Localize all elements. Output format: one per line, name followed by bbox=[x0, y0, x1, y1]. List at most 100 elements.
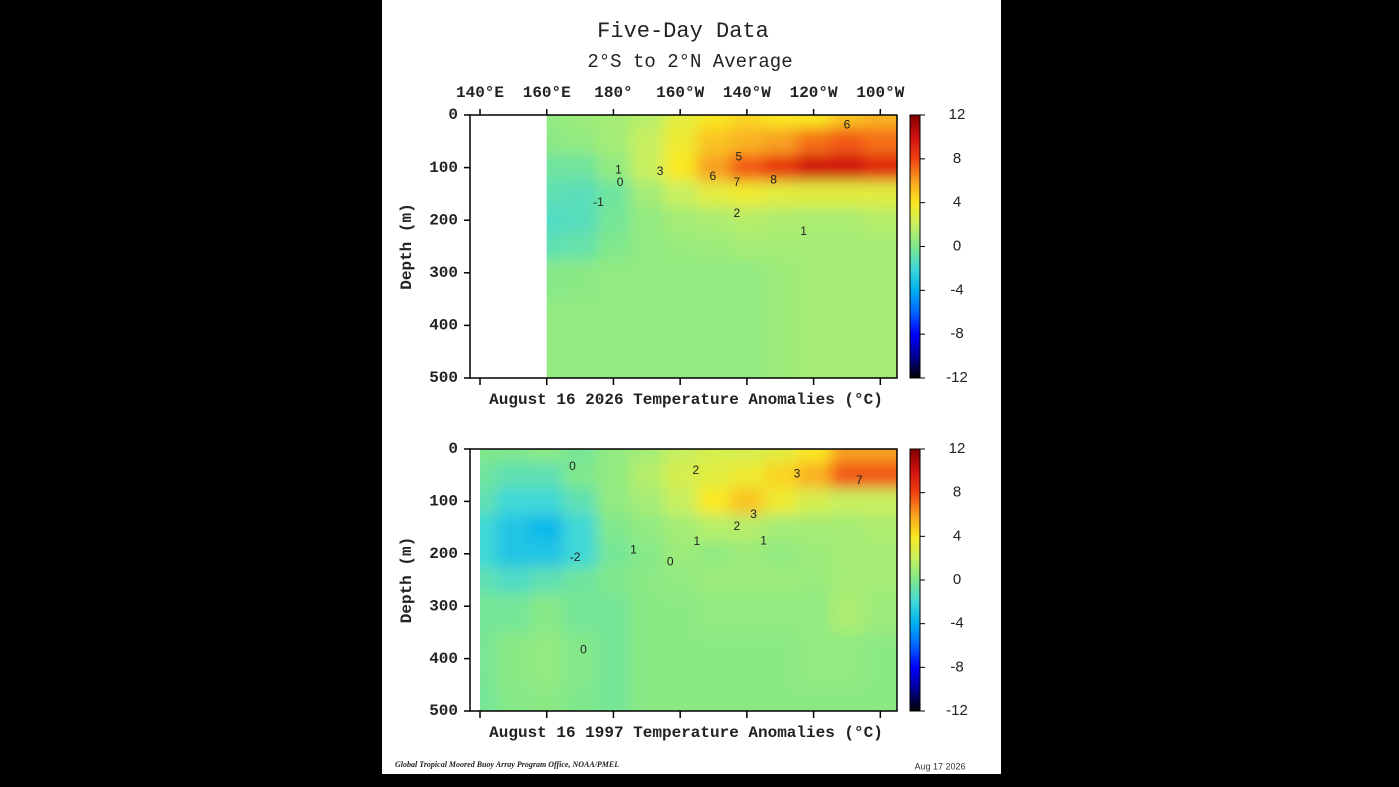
x-tick-label: 180° bbox=[594, 84, 632, 102]
anomaly-cell bbox=[663, 566, 698, 594]
anomaly-cell bbox=[730, 115, 765, 129]
anomaly-cell bbox=[530, 449, 564, 463]
anomaly-cell bbox=[563, 449, 598, 463]
colorbar-tick-label: -12 bbox=[946, 702, 968, 719]
y-axis-label: Depth (m) bbox=[398, 203, 416, 289]
anomaly-cell bbox=[730, 154, 765, 182]
anomaly-cell bbox=[563, 207, 598, 234]
anomaly-cell bbox=[830, 154, 865, 182]
anomaly-cell bbox=[863, 593, 897, 633]
anomaly-cell bbox=[763, 207, 798, 234]
anomaly-cell bbox=[696, 233, 731, 261]
anomaly-cell bbox=[496, 566, 531, 594]
anomaly-cell bbox=[546, 207, 564, 234]
anomaly-cell bbox=[663, 233, 698, 261]
anomaly-cell bbox=[630, 632, 664, 686]
anomaly-cell bbox=[630, 154, 664, 182]
anomaly-cell bbox=[796, 684, 831, 711]
anomaly-cell bbox=[763, 488, 798, 515]
anomaly-cell bbox=[796, 514, 831, 542]
contour-label: 3 bbox=[750, 507, 757, 521]
anomaly-cell bbox=[530, 632, 564, 686]
anomaly-cell bbox=[480, 632, 498, 686]
colorbar-tick-label: 0 bbox=[953, 237, 961, 254]
anomaly-cell bbox=[663, 449, 698, 463]
anomaly-cell bbox=[630, 566, 664, 594]
anomaly-cell bbox=[730, 351, 765, 378]
anomaly-cell bbox=[496, 449, 531, 463]
anomaly-cell bbox=[596, 299, 631, 353]
anomaly-cell bbox=[696, 154, 731, 182]
anomaly-cell bbox=[530, 540, 564, 568]
anomaly-cell bbox=[696, 115, 731, 129]
colorbar-tick-label: 4 bbox=[953, 527, 961, 544]
anomaly-cell bbox=[663, 259, 698, 300]
plot-frame bbox=[469, 448, 898, 712]
anomaly-cell bbox=[496, 593, 531, 633]
anomaly-cell bbox=[696, 180, 731, 208]
anomaly-cell bbox=[563, 684, 598, 711]
y-tick-label: 0 bbox=[448, 106, 458, 124]
anomaly-cell bbox=[530, 684, 564, 711]
anomaly-cell bbox=[696, 449, 731, 463]
anomaly-cell bbox=[546, 233, 564, 261]
contour-label: 3 bbox=[794, 466, 801, 480]
colorbar bbox=[909, 114, 921, 379]
anomaly-cell bbox=[730, 449, 765, 463]
anomaly-cell bbox=[696, 299, 731, 353]
anomaly-cell bbox=[596, 115, 631, 129]
y-tick-label: 0 bbox=[448, 440, 458, 458]
anomaly-cell bbox=[763, 593, 798, 633]
anomaly-cell bbox=[796, 449, 831, 463]
date: Aug 17 2026 bbox=[914, 761, 965, 771]
anomaly-cell bbox=[596, 632, 631, 686]
y-tick-label: 400 bbox=[429, 317, 458, 335]
colorbar-tick-label: 12 bbox=[949, 440, 966, 457]
anomaly-cell bbox=[630, 514, 664, 542]
anomaly-cell bbox=[830, 115, 865, 129]
anomaly-cell bbox=[530, 514, 564, 542]
anomaly-cell bbox=[480, 684, 498, 711]
subtitle: 2°S to 2°N Average bbox=[587, 51, 792, 73]
anomaly-cell bbox=[496, 540, 531, 568]
anomaly-cell bbox=[630, 488, 664, 515]
anomaly-cell bbox=[763, 233, 798, 261]
y-tick-label: 300 bbox=[429, 597, 458, 615]
colorbar-tick-label: -4 bbox=[950, 615, 963, 632]
anomaly-cell bbox=[863, 684, 897, 711]
anomaly-cell bbox=[763, 259, 798, 300]
anomaly-cell bbox=[563, 593, 598, 633]
anomaly-cell bbox=[696, 593, 731, 633]
contour-label: 7 bbox=[856, 473, 863, 487]
anomaly-cell bbox=[546, 299, 564, 353]
anomaly-cell bbox=[696, 540, 731, 568]
anomaly-cell bbox=[796, 593, 831, 633]
contour-label: 0 bbox=[667, 554, 674, 568]
anomaly-cell bbox=[863, 115, 897, 129]
anomaly-cell bbox=[730, 207, 765, 234]
anomaly-cell bbox=[530, 593, 564, 633]
anomaly-cell bbox=[763, 115, 798, 129]
contour-label: 6 bbox=[710, 169, 717, 183]
anomaly-cell bbox=[830, 299, 865, 353]
anomaly-cell bbox=[563, 299, 598, 353]
anomaly-cell bbox=[596, 488, 631, 515]
anomaly-cell bbox=[630, 540, 664, 568]
anomaly-cell bbox=[480, 462, 498, 489]
anomaly-cell bbox=[596, 462, 631, 489]
anomaly-cell bbox=[830, 593, 865, 633]
anomaly-cell bbox=[696, 128, 731, 155]
anomaly-cell bbox=[863, 462, 897, 489]
anomaly-cell bbox=[596, 180, 631, 208]
contour-label: 2 bbox=[734, 519, 741, 533]
anomaly-cell bbox=[763, 351, 798, 378]
anomaly-cell bbox=[480, 566, 498, 594]
anomaly-cell bbox=[730, 684, 765, 711]
anomaly-cell bbox=[630, 462, 664, 489]
anomaly-cell bbox=[563, 514, 598, 542]
anomaly-cell bbox=[596, 207, 631, 234]
anomaly-cell bbox=[563, 154, 598, 182]
anomaly-cell bbox=[546, 180, 564, 208]
